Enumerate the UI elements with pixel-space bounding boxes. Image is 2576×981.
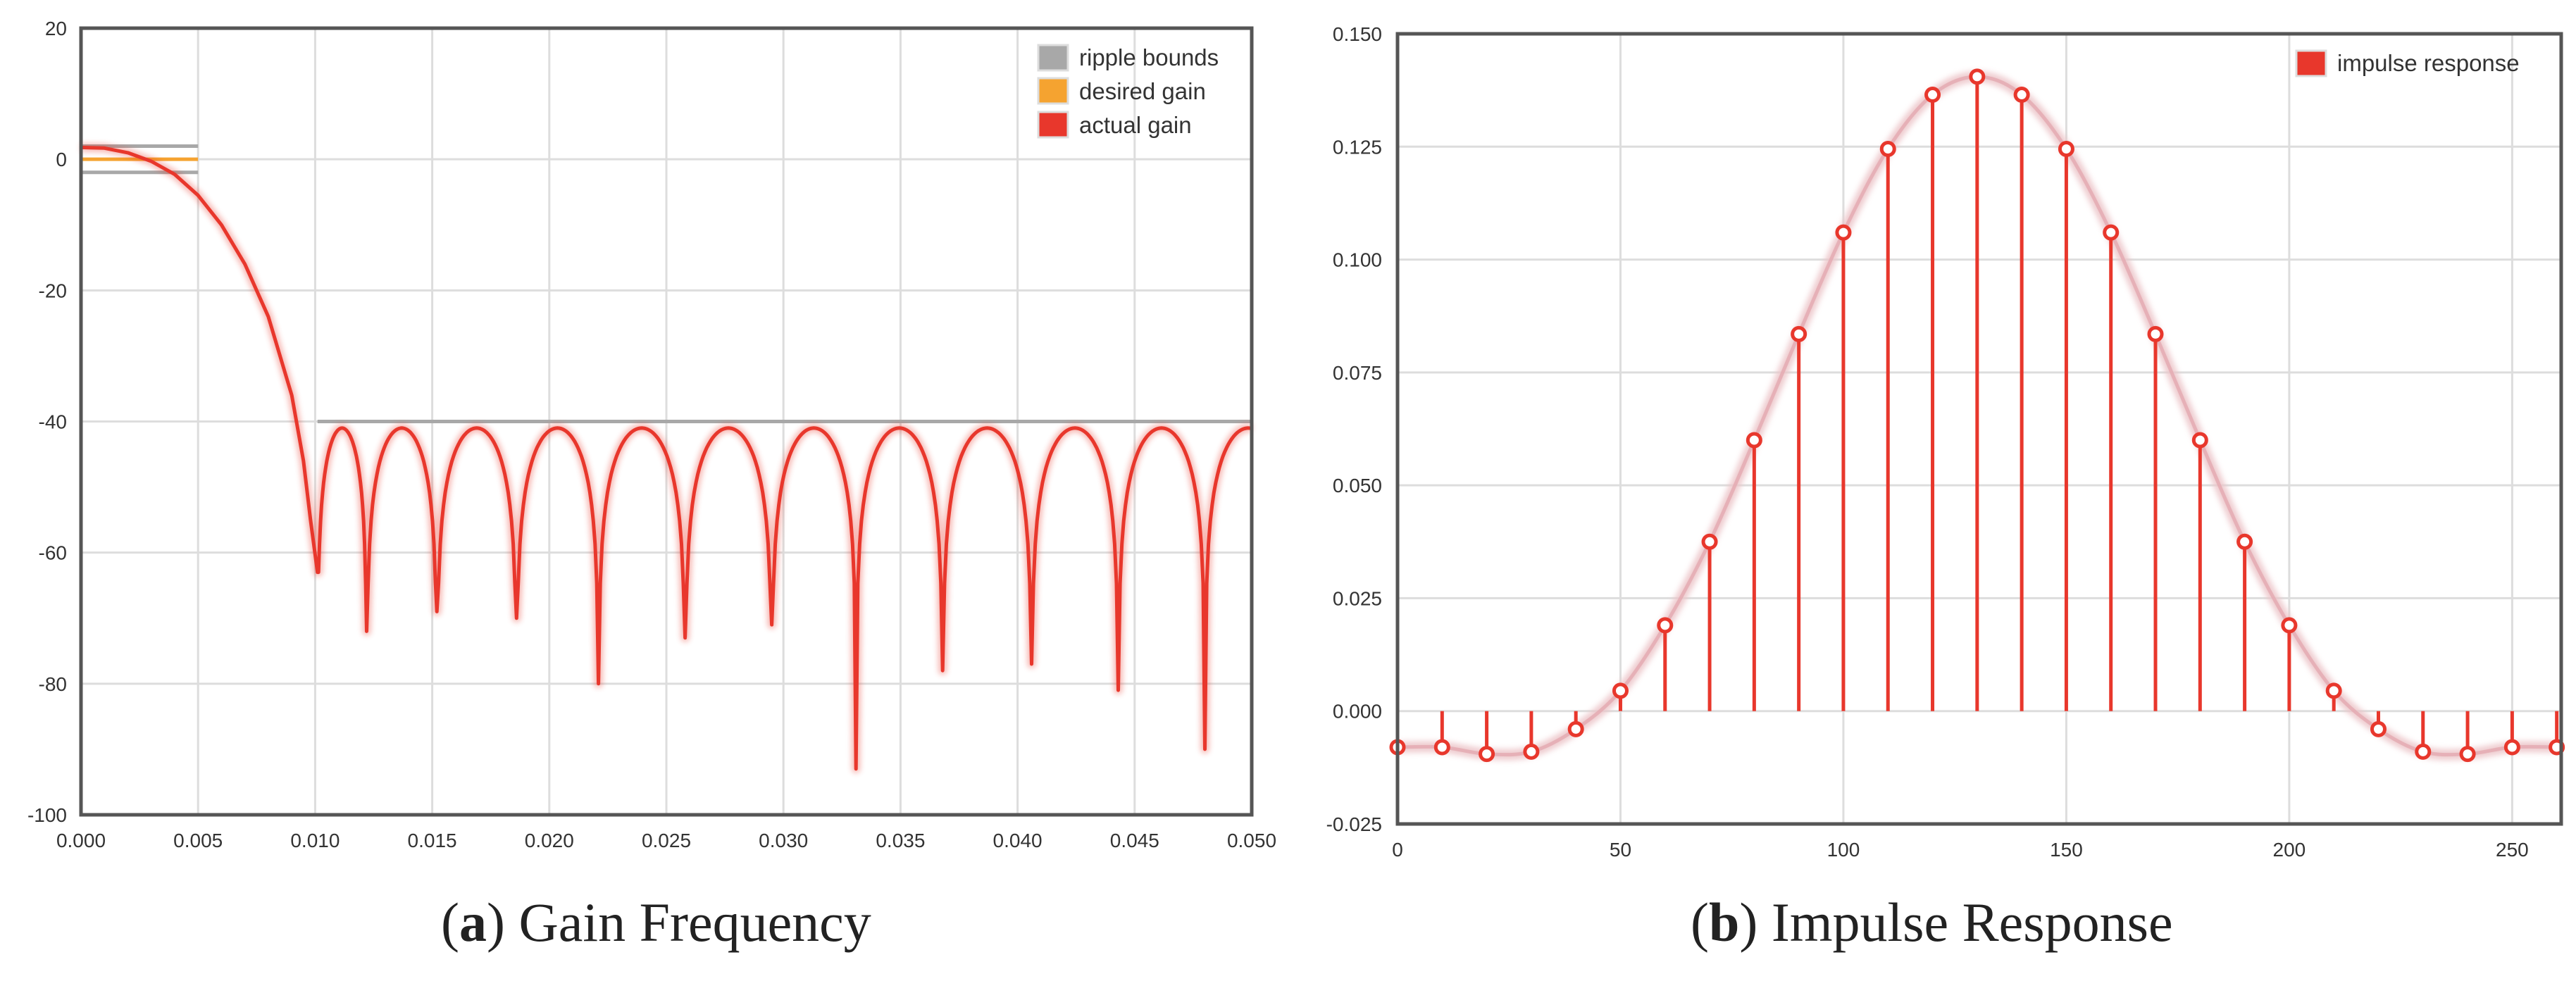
- impulse-response-series: [1389, 68, 2565, 763]
- gain-x-tick-label: 0.030: [759, 830, 808, 851]
- impulse-y-tick-label: 0.125: [1333, 136, 1382, 158]
- gain-x-tick-label: 0.050: [1227, 830, 1276, 851]
- legend-label-actual-gain: actual gain: [1079, 112, 1192, 138]
- impulse-y-tick-label: -0.025: [1326, 813, 1382, 835]
- impulse-point: [2058, 140, 2074, 157]
- impulse-x-tick-label: 50: [1610, 839, 1631, 861]
- impulse-point: [2459, 746, 2476, 763]
- legend-label-impulse-response: impulse response: [2337, 50, 2520, 76]
- actual-gain-series: [80, 143, 1255, 773]
- impulse-point: [1433, 739, 1450, 756]
- impulse-x-tick-label: 200: [2273, 839, 2306, 861]
- gain-y-tick-label: -100: [27, 804, 67, 826]
- impulse-point: [1523, 743, 1540, 760]
- caption-b-label: b: [1708, 892, 1740, 953]
- impulse-point: [2503, 739, 2520, 756]
- gain-y-tick-label: -20: [39, 280, 67, 301]
- impulse-point: [2147, 325, 2164, 342]
- gain-x-tick-label: 0.000: [56, 830, 106, 851]
- impulse-x-tick-label: 250: [2496, 839, 2529, 861]
- impulse-point: [1924, 87, 1941, 104]
- impulse-point: [1746, 432, 1762, 449]
- legend-swatch-desired-gain: [1037, 77, 1069, 105]
- gain-y-tick-label: -80: [39, 673, 67, 695]
- gain-x-tick-label: 0.040: [993, 830, 1043, 851]
- gain-y-tick-label: 20: [45, 18, 67, 39]
- impulse-x-tick-label: 100: [1827, 839, 1860, 861]
- caption-b-text: Impulse Response: [1771, 892, 2173, 953]
- gain-x-tick-label: 0.035: [876, 830, 925, 851]
- legend-label-ripple-bounds: ripple bounds: [1079, 44, 1219, 70]
- impulse-tick-labels: 0 50 100 150 200 250 -0.025 0.000 0.025 0.050 0.07…: [1326, 23, 2529, 861]
- impulse-y-tick-label: 0.050: [1333, 475, 1382, 496]
- impulse-y-tick-label: 0.025: [1333, 587, 1382, 609]
- impulse-point: [1479, 746, 1495, 763]
- impulse-point: [1701, 533, 1718, 550]
- impulse-point: [1657, 617, 1674, 634]
- impulse-x-tick-label: 150: [2050, 839, 2083, 861]
- impulse-plot-frame: [1395, 32, 2563, 826]
- impulse-point: [2415, 743, 2432, 760]
- impulse-point: [2281, 617, 2298, 634]
- gain-x-tick-label: 0.025: [642, 830, 691, 851]
- gain-tick-labels: 0.000 0.005 0.010 0.015 0.020 0.025 0.030 0.035…: [27, 18, 1276, 851]
- impulse-point: [1612, 682, 1629, 699]
- impulse-y-tick-label: 0.100: [1333, 249, 1382, 271]
- impulse-point: [2325, 682, 2342, 699]
- gain-x-tick-label: 0.015: [408, 830, 457, 851]
- impulse-point: [2013, 87, 2030, 104]
- impulse-legend: impulse response: [2295, 49, 2520, 77]
- gain-y-tick-label: -40: [39, 411, 67, 433]
- legend-swatch-impulse-response: [2295, 49, 2327, 77]
- gain-x-tick-label: 0.020: [525, 830, 574, 851]
- impulse-point: [2370, 720, 2387, 737]
- impulse-point: [1969, 68, 1986, 85]
- gain-y-tick-label: 0: [56, 149, 67, 170]
- caption-a: (a) Gain Frequency: [441, 892, 871, 953]
- impulse-point: [1567, 720, 1584, 737]
- gain-y-tick-label: -60: [39, 542, 67, 564]
- impulse-response-chart: 0 50 100 150 200 250 -0.025 0.000 0.025 0.050 0.07…: [1326, 23, 2565, 861]
- legend-swatch-actual-gain: [1037, 111, 1069, 139]
- legend-label-desired-gain: desired gain: [1079, 78, 1206, 104]
- gain-x-tick-label: 0.045: [1110, 830, 1159, 851]
- gain-legend: ripple bounds desired gain actual gain: [1037, 44, 1219, 139]
- gain-frequency-chart: 0.000 0.005 0.010 0.015 0.020 0.025 0.030 0.035…: [27, 18, 1276, 851]
- gain-plot-frame: [79, 26, 1254, 817]
- impulse-point: [1835, 224, 1852, 241]
- impulse-y-tick-label: 0.000: [1333, 701, 1382, 723]
- legend-swatch-ripple-bounds: [1037, 44, 1069, 72]
- gain-x-tick-label: 0.005: [173, 830, 223, 851]
- impulse-plot-area: [1398, 34, 2561, 824]
- impulse-point: [1879, 140, 1896, 157]
- actual-gain-line: [80, 145, 1252, 771]
- impulse-point: [2103, 224, 2120, 241]
- caption-a-text: Gain Frequency: [518, 892, 871, 953]
- impulse-point: [2236, 533, 2253, 550]
- gain-x-tick-label: 0.010: [290, 830, 340, 851]
- impulse-point: [1791, 325, 1807, 342]
- caption-b: (b) Impulse Response: [1691, 892, 2173, 953]
- caption-a-label: a: [459, 892, 487, 953]
- impulse-point: [2191, 432, 2208, 449]
- impulse-x-tick-label: 0: [1392, 839, 1403, 861]
- impulse-y-tick-label: 0.075: [1333, 362, 1382, 384]
- impulse-y-tick-label: 0.150: [1333, 23, 1382, 45]
